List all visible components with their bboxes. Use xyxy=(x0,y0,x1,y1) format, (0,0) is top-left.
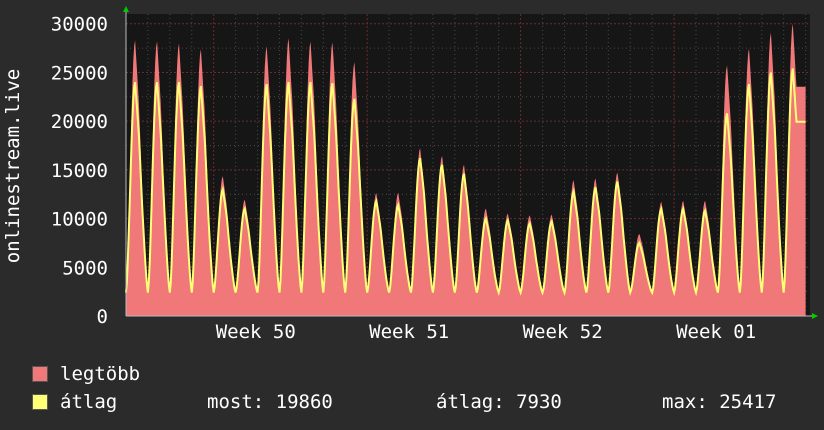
x-tick-label: Week 51 xyxy=(369,321,449,343)
y-tick-label: 25000 xyxy=(51,62,108,84)
legend-item-max: legtöbb xyxy=(32,363,140,385)
y-tick-label: 15000 xyxy=(51,160,108,182)
stat-maximum: max: 25417 xyxy=(662,391,777,413)
series-max-area xyxy=(126,23,806,316)
stat-average: átlag: 7930 xyxy=(436,391,562,413)
chart: 0 5000 10000 15000 20000 25000 30000 Week 50 We… xyxy=(2,6,818,343)
x-tick-label: Week 52 xyxy=(523,321,603,343)
legend-label-avg: átlag xyxy=(60,391,118,413)
stat-now: most: 19860 xyxy=(207,391,333,413)
legend-swatch-max xyxy=(32,366,48,382)
y-tick-label: 5000 xyxy=(62,257,108,279)
x-tick-label: Week 01 xyxy=(676,321,756,343)
y-axis-arrow-icon xyxy=(123,6,129,12)
y-axis-label: onlinestream.live xyxy=(2,69,24,263)
legend-label-max: legtöbb xyxy=(60,363,141,385)
y-tick-label: 0 xyxy=(97,306,108,328)
y-tick-label: 10000 xyxy=(51,209,108,231)
y-tick-label: 20000 xyxy=(51,111,108,133)
x-tick-label: Week 50 xyxy=(216,321,296,343)
legend-swatch-avg xyxy=(32,394,48,410)
series-avg-line xyxy=(125,68,806,297)
x-axis-arrow-icon xyxy=(812,313,818,319)
y-tick-label: 30000 xyxy=(51,14,108,36)
legend-item-avg: átlag xyxy=(32,391,117,413)
